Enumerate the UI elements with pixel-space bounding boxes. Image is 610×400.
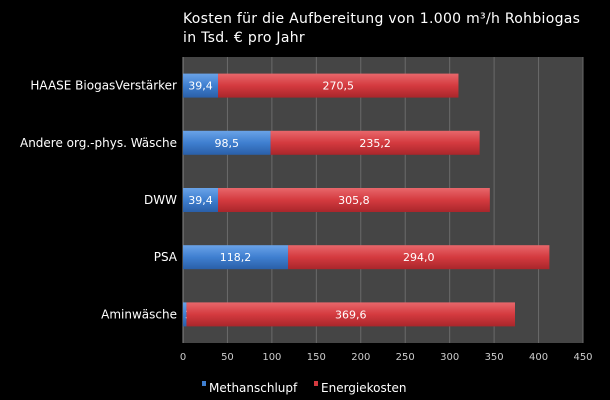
- chart-title: Kosten für die Aufbereitung von 1.000 m³…: [183, 10, 580, 48]
- x-tick-label: 400: [529, 352, 548, 363]
- bar-methanschlupf: [183, 188, 219, 212]
- data-label: 39,4: [188, 80, 213, 93]
- data-label: 369,6: [335, 308, 367, 321]
- category-label: Aminwäsche: [101, 307, 177, 321]
- x-tick-label: 450: [573, 352, 592, 363]
- bar-methanschlupf: [183, 302, 187, 327]
- data-label: 294,0: [403, 251, 435, 264]
- chart-title-line1: Kosten für die Aufbereitung von 1.000 m³…: [183, 11, 581, 27]
- bar-energiekosten: [218, 188, 490, 212]
- x-tick-label: 350: [485, 352, 504, 363]
- data-label: 270,5: [322, 80, 354, 93]
- bar-energiekosten: [186, 302, 515, 327]
- legend-swatch: [314, 381, 318, 386]
- data-label: 98,5: [215, 137, 240, 150]
- bar-methanschlupf: [183, 245, 289, 270]
- data-label: 118,2: [220, 251, 252, 264]
- bar-energiekosten: [218, 73, 459, 98]
- category-label: DWW: [144, 193, 177, 207]
- data-label: 305,8: [338, 194, 370, 207]
- legend-label: Energiekosten: [321, 381, 406, 395]
- category-label: Andere org.-phys. Wäsche: [20, 136, 177, 150]
- x-tick-label: 200: [351, 352, 370, 363]
- bar-energiekosten: [270, 130, 480, 155]
- x-tick-label: 0: [180, 352, 186, 363]
- data-label: 39,4: [188, 194, 213, 207]
- x-tick-label: 250: [396, 352, 415, 363]
- x-tick-label: 150: [307, 352, 326, 363]
- x-tick-label: 100: [262, 352, 281, 363]
- data-label: 235,2: [359, 137, 391, 150]
- x-tick-label: 50: [221, 352, 234, 363]
- bar-energiekosten: [288, 245, 550, 270]
- x-tick-label: 300: [440, 352, 459, 363]
- category-label: HAASE BiogasVerstärker: [30, 79, 177, 93]
- bar-methanschlupf: [183, 73, 219, 98]
- chart-title-line2: in Tsd. € pro Jahr: [183, 30, 305, 46]
- bar-methanschlupf: [183, 130, 271, 155]
- legend-label: Methanschlupf: [209, 381, 298, 395]
- category-label: PSA: [154, 250, 178, 264]
- legend-swatch: [202, 381, 206, 386]
